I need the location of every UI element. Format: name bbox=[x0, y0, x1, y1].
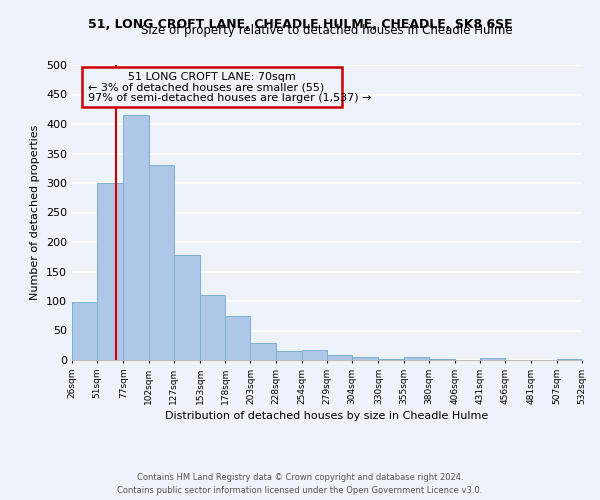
Title: Size of property relative to detached houses in Cheadle Hulme: Size of property relative to detached ho… bbox=[141, 24, 513, 38]
Bar bbox=[404, 357, 429, 360]
Text: 97% of semi-detached houses are larger (1,537) →: 97% of semi-detached houses are larger (… bbox=[88, 94, 371, 104]
Bar bbox=[557, 359, 582, 360]
Bar bbox=[149, 166, 174, 360]
Bar bbox=[327, 354, 352, 360]
Text: Contains HM Land Registry data © Crown copyright and database right 2024.
Contai: Contains HM Land Registry data © Crown c… bbox=[118, 474, 482, 495]
Bar bbox=[97, 183, 124, 360]
Bar bbox=[124, 115, 149, 360]
Bar bbox=[250, 344, 275, 360]
Text: 51, LONG CROFT LANE, CHEADLE HULME, CHEADLE, SK8 6SE: 51, LONG CROFT LANE, CHEADLE HULME, CHEA… bbox=[88, 18, 512, 30]
Bar bbox=[275, 351, 302, 360]
Bar bbox=[174, 255, 200, 360]
X-axis label: Distribution of detached houses by size in Cheadle Hulme: Distribution of detached houses by size … bbox=[166, 411, 488, 421]
Y-axis label: Number of detached properties: Number of detached properties bbox=[31, 125, 40, 300]
Bar bbox=[379, 359, 404, 360]
Bar bbox=[225, 316, 250, 360]
Text: ← 3% of detached houses are smaller (55): ← 3% of detached houses are smaller (55) bbox=[88, 82, 325, 92]
Bar bbox=[480, 358, 505, 360]
Bar bbox=[200, 295, 225, 360]
Bar bbox=[72, 302, 97, 360]
Bar bbox=[82, 68, 342, 108]
Text: 51 LONG CROFT LANE: 70sqm: 51 LONG CROFT LANE: 70sqm bbox=[128, 72, 296, 82]
Bar bbox=[302, 350, 327, 360]
Bar bbox=[352, 357, 379, 360]
